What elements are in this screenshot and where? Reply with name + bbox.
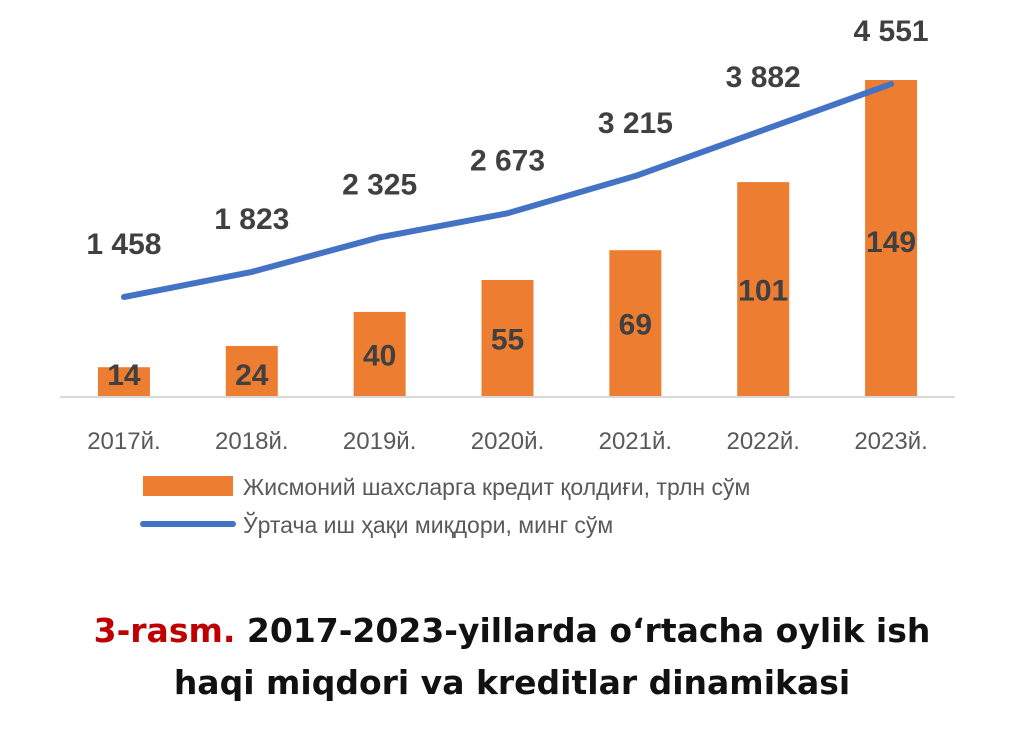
legend-bar-label: Жисмоний шахсларга кредит қолдиғи, трлн … xyxy=(243,474,750,500)
bar-data-labels: 14 24 40 55 69 101 149 xyxy=(107,226,916,392)
figure-caption: 3-rasm. 2017-2023-yillarda o‘rtacha oyli… xyxy=(0,605,1024,709)
bar-value-label: 101 xyxy=(738,275,788,308)
salary-line xyxy=(120,81,895,300)
combo-chart: 14 24 40 55 69 101 149 1 458 1 823 2 325 2 673 3 2… xyxy=(60,15,955,538)
line-value-label: 1 458 xyxy=(86,228,161,261)
bar xyxy=(97,367,150,397)
x-tick-label: 2020й. xyxy=(471,428,544,455)
bar-value-label: 149 xyxy=(866,226,916,259)
bar-value-label: 55 xyxy=(491,323,524,356)
bar-value-label: 24 xyxy=(235,359,269,392)
line-value-label: 4 551 xyxy=(854,15,929,48)
x-tick-label: 2019й. xyxy=(343,428,416,455)
legend-line-label: Ўртача иш ҳақи миқдори, минг сўм xyxy=(243,511,613,538)
line-value-label: 3 215 xyxy=(598,107,673,140)
x-tick-label: 2021й. xyxy=(599,428,672,455)
line-value-label: 1 823 xyxy=(214,203,289,236)
line-data-labels: 1 458 1 823 2 325 2 673 3 215 3 882 4 551 xyxy=(86,15,928,261)
bar xyxy=(737,182,790,397)
x-tick-label: 2022й. xyxy=(726,428,799,455)
legend-bar-swatch xyxy=(143,476,233,496)
line-value-label: 2 325 xyxy=(342,168,417,201)
bar-value-label: 14 xyxy=(107,359,141,392)
caption-line-2: haqi miqdori va kreditlar dinamikasi xyxy=(173,663,851,702)
caption-line-1: 2017-2023-yillarda o‘rtacha oylik ish xyxy=(246,611,931,650)
x-tick-label: 2017й. xyxy=(87,428,160,455)
line-value-label: 3 882 xyxy=(726,61,801,94)
legend: Жисмоний шахсларга кредит қолдиғи, трлн … xyxy=(140,474,750,538)
x-axis-ticks: 2017й. 2018й. 2019й. 2020й. 2021й. 2022й. 2023… xyxy=(87,428,928,455)
bar xyxy=(865,80,918,397)
bar-value-label: 40 xyxy=(363,339,396,372)
bar xyxy=(481,279,534,397)
x-tick-label: 2023й. xyxy=(854,428,927,455)
bar xyxy=(609,250,662,397)
figure-number: 3-rasm. xyxy=(93,611,236,650)
x-tick-label: 2018й. xyxy=(215,428,288,455)
bar-series xyxy=(97,80,918,397)
bar xyxy=(225,345,278,397)
bar-value-label: 69 xyxy=(619,309,652,342)
line-value-label: 2 673 xyxy=(470,144,545,177)
bar xyxy=(353,311,406,397)
